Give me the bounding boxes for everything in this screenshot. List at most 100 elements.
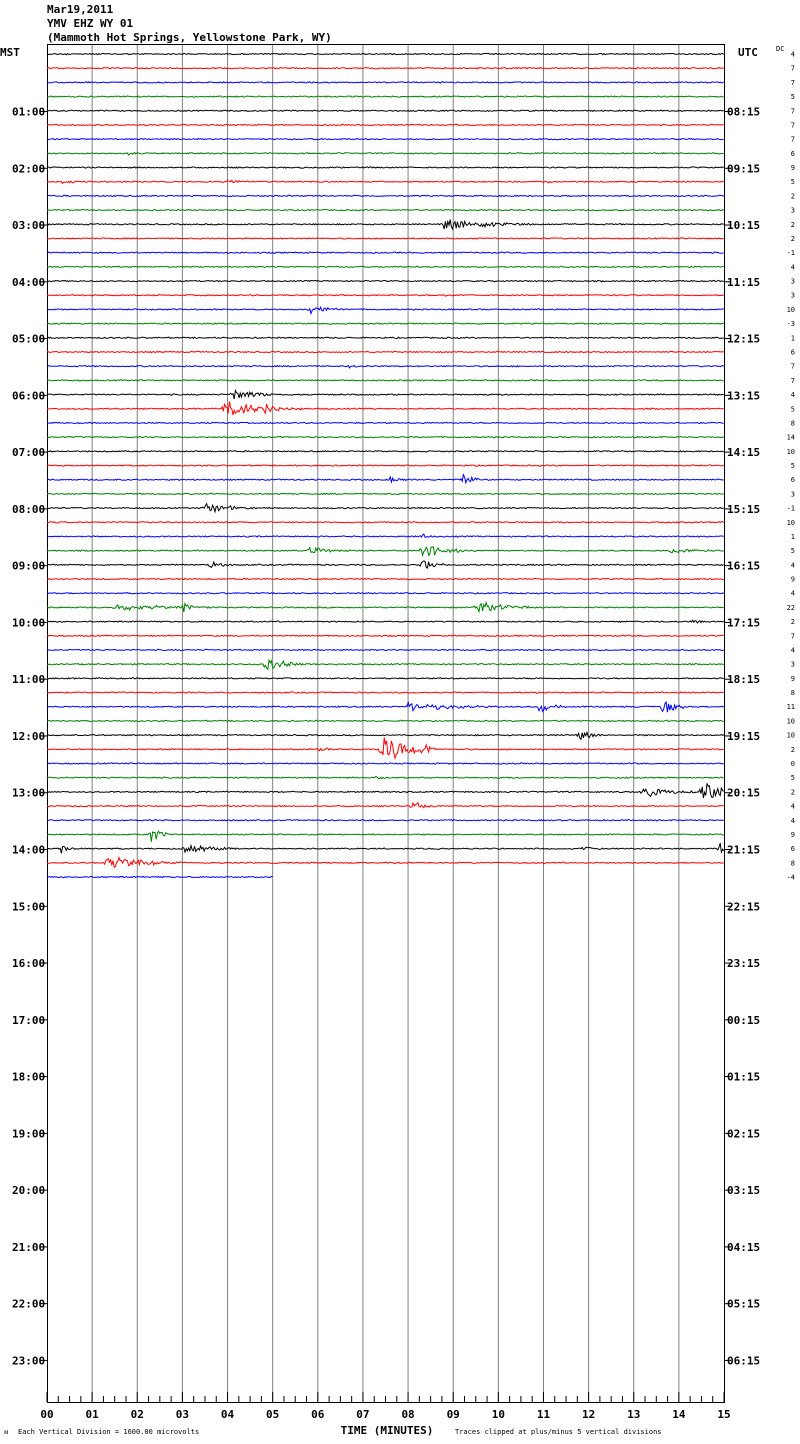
seismic-trace [46, 379, 724, 382]
dc-offset-label: 4 [791, 561, 795, 569]
right-timezone-label: UTC [738, 46, 758, 59]
dc-offset-label: 2 [791, 618, 795, 626]
x-axis: 00 01 02 03 04 05 06 07 08 09 10 11 12 13 14 15 [40, 1392, 731, 1421]
left-hour-label: 17:00 [12, 1014, 45, 1027]
left-hour-label: 01:00 [12, 106, 45, 119]
hour-labels: 01:00 02:00 03:00 04:00 05:00 06:00 07:00 08:00… [12, 106, 760, 1368]
seismic-trace [46, 801, 724, 809]
left-hour-label: 14:00 [12, 844, 45, 857]
dc-header-label: DC [776, 45, 784, 53]
right-hour-label: 22:15 [727, 900, 760, 913]
seismic-trace [46, 66, 724, 70]
seismic-trace [46, 421, 724, 425]
dc-offset-label: 9 [791, 164, 795, 172]
dc-offset-label: 3 [791, 278, 795, 286]
seismic-trace [46, 719, 724, 723]
dc-offset-label: 10 [787, 519, 795, 527]
seismic-trace [46, 305, 724, 316]
seismic-trace [46, 151, 724, 156]
seismic-trace [46, 364, 724, 369]
seismic-trace [46, 237, 724, 240]
right-hour-label: 16:15 [727, 560, 760, 573]
right-hour-label: 11:15 [727, 276, 760, 289]
dc-offset-label: 8 [791, 689, 795, 697]
seismic-trace [46, 293, 725, 297]
dc-offset-label: 7 [791, 121, 795, 129]
dc-offset-label: 1 [791, 334, 795, 342]
dc-offset-label: 7 [791, 107, 795, 115]
dc-offset-label: 5 [791, 547, 795, 555]
seismic-trace [46, 137, 724, 141]
dc-offset-label: 1 [791, 533, 795, 541]
dc-offset-label: 3 [791, 207, 795, 215]
left-hour-label: 20:00 [12, 1184, 45, 1197]
plot-frame [47, 44, 725, 1403]
dc-offset-label: 2 [791, 746, 795, 754]
seismic-trace [46, 179, 724, 185]
x-tick-label: 07 [356, 1408, 369, 1421]
x-tick-label: 10 [492, 1408, 505, 1421]
dc-offset-label: 3 [791, 292, 795, 300]
seismic-trace [46, 109, 724, 113]
dc-offset-label: 6 [791, 348, 795, 356]
seismic-trace [46, 658, 724, 671]
seismic-trace [46, 560, 725, 569]
left-hour-label: 07:00 [12, 446, 45, 459]
trace-group [46, 52, 725, 879]
right-hour-label: 18:15 [727, 673, 760, 686]
seismic-trace [46, 600, 724, 614]
dc-offset-label: 8 [791, 419, 795, 427]
x-tick-label: 05 [266, 1408, 279, 1421]
dc-offset-label: 10 [787, 717, 795, 725]
seismic-trace [46, 279, 724, 283]
right-hour-label: 23:15 [727, 957, 760, 970]
seismic-trace [46, 166, 724, 169]
seismic-trace [46, 350, 725, 354]
dc-offset-label: 7 [791, 136, 795, 144]
dc-offset-label: 7 [791, 65, 795, 73]
left-hour-label: 06:00 [12, 389, 45, 402]
right-hour-label: 09:15 [727, 162, 760, 175]
dc-offset-label: 2 [791, 192, 795, 200]
dc-offset-label: 6 [791, 150, 795, 158]
x-tick-label: 15 [717, 1408, 730, 1421]
left-hour-label: 23:00 [12, 1354, 45, 1367]
dc-offset-label: 22 [787, 604, 795, 612]
left-hour-label: 04:00 [12, 276, 45, 289]
dc-offset-label: 8 [791, 859, 795, 867]
seismic-trace [46, 219, 724, 231]
seismic-trace [46, 520, 725, 524]
x-tick-label: 00 [40, 1408, 53, 1421]
scale-note: Each Vertical Division = 1600.00 microvo… [18, 1428, 199, 1436]
dc-offset-label: 5 [791, 93, 795, 101]
seismic-trace [46, 818, 724, 822]
left-hour-label: 15:00 [12, 900, 45, 913]
seismic-trace [46, 648, 725, 652]
dc-offset-label: 2 [791, 235, 795, 243]
seismic-trace [46, 336, 724, 340]
left-hour-label: 03:00 [12, 219, 45, 232]
dc-offset-label: -1 [787, 505, 795, 513]
seismic-trace [46, 322, 724, 325]
dc-offset-label: 4 [791, 803, 795, 811]
right-hour-label: 06:15 [727, 1354, 760, 1367]
dc-offset-label: 7 [791, 79, 795, 87]
dc-offset-label: 7 [791, 632, 795, 640]
seismic-trace [46, 776, 724, 780]
seismic-trace [46, 502, 724, 514]
left-hour-label: 10:00 [12, 616, 45, 629]
dc-offset-label: 4 [791, 590, 795, 598]
right-hour-label: 13:15 [727, 389, 760, 402]
seismic-trace [46, 450, 724, 453]
seismic-trace [46, 123, 724, 127]
dc-offset-label: 14 [787, 434, 795, 442]
left-hour-label: 22:00 [12, 1298, 45, 1311]
seismic-trace [46, 194, 725, 198]
dc-offset-label: 5 [791, 462, 795, 470]
x-tick-label: 08 [401, 1408, 414, 1421]
seismic-trace [46, 619, 725, 624]
seismic-trace [46, 492, 724, 496]
seismic-trace [46, 677, 724, 680]
right-hour-label: 20:15 [727, 787, 760, 800]
x-tick-label: 14 [672, 1408, 686, 1421]
